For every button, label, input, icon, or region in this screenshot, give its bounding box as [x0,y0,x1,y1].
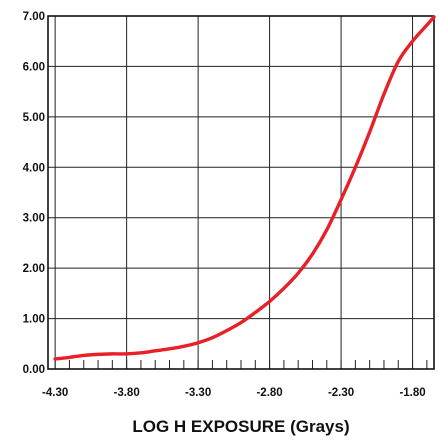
y-tick-label-6: 6.00 [23,61,45,73]
minor-ticks [54,360,428,369]
y-tick-label-1: 1.00 [23,314,45,326]
y-axis-labels: 0.00 1.00 2.00 3.00 4.00 5.00 6.00 7.00 [23,11,45,376]
x-tick-label-5: -1.80 [399,387,425,399]
x-axis-labels: -4.30 -3.80 -3.30 -2.80 -2.30 -1.80 [42,387,426,399]
data-line [53,15,436,361]
x-tick-label-2: -3.30 [185,387,211,399]
y-tick-label-7: 7.00 [23,11,45,23]
grid [48,15,434,370]
plot-frame [47,15,435,370]
x-tick-label-1: -3.80 [114,387,140,399]
x-axis-title: LOG H EXPOSURE (Grays) [132,417,349,436]
x-tick-label-3: -2.80 [256,387,282,399]
y-tick-label-2: 2.00 [23,263,45,275]
y-tick-label-0: 0.00 [23,364,45,376]
y-tick-label-5: 5.00 [23,112,45,124]
y-tick-label-3: 3.00 [23,213,45,225]
x-tick-label-4: -2.30 [328,387,354,399]
y-tick-label-4: 4.00 [23,162,45,174]
x-tick-label-0: -4.30 [42,387,68,399]
